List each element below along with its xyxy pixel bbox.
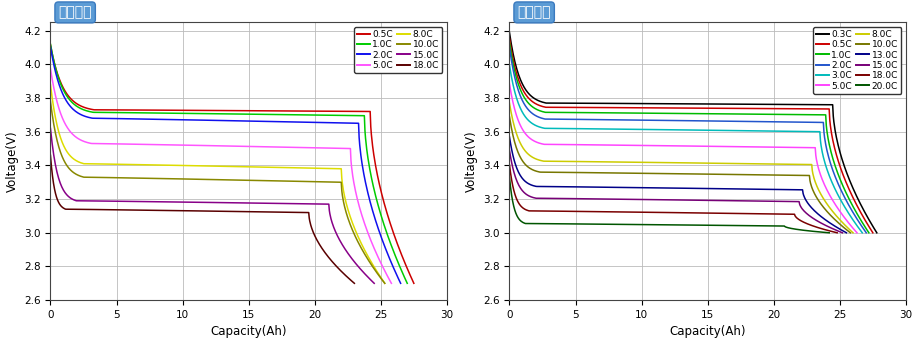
- Text: 시험시제: 시험시제: [59, 6, 92, 19]
- Y-axis label: Voltage(V): Voltage(V): [6, 130, 18, 192]
- X-axis label: Capacity(Ah): Capacity(Ah): [210, 325, 287, 338]
- X-axis label: Capacity(Ah): Capacity(Ah): [669, 325, 746, 338]
- Legend: 0.3C, 0.5C, 1.0C, 2.0C, 3.0C, 5.0C, 8.0C, 10.0C, 13.0C, 15.0C, 18.0C, 20.0C: 0.3C, 0.5C, 1.0C, 2.0C, 3.0C, 5.0C, 8.0C…: [812, 27, 901, 94]
- Text: 완성시제: 완성시제: [518, 6, 551, 19]
- Legend: 0.5C, 1.0C, 2.0C, 5.0C, 8.0C, 10.0C, 15.0C, 18.0C: 0.5C, 1.0C, 2.0C, 5.0C, 8.0C, 10.0C, 15.…: [353, 27, 442, 73]
- Y-axis label: Voltage(V): Voltage(V): [465, 130, 477, 192]
